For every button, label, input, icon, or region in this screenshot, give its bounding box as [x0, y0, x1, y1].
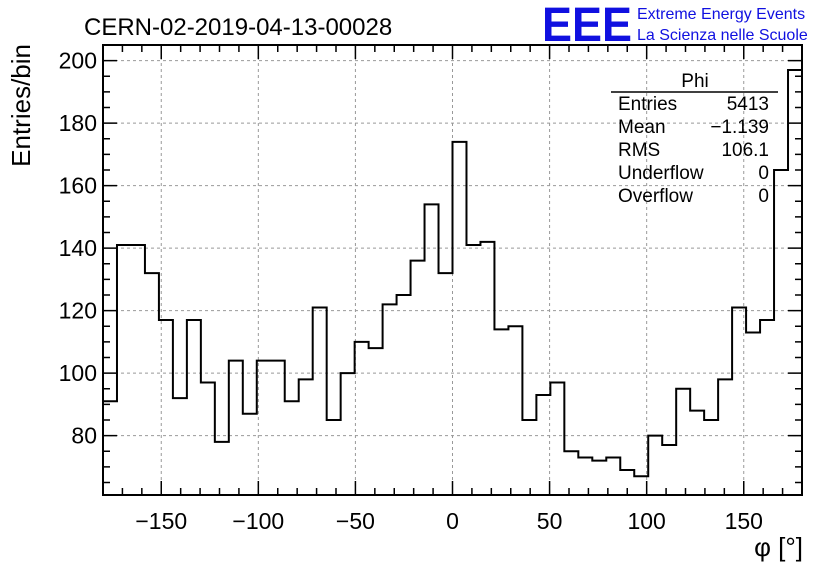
y-tick-label: 160	[59, 173, 97, 199]
x-tick-label: 0	[446, 508, 459, 534]
x-tick-label: 150	[725, 508, 763, 534]
stats-value: 0	[758, 186, 769, 207]
stats-label: Entries	[618, 94, 677, 115]
stats-value: 0	[758, 163, 769, 184]
stats-value: 106.1	[721, 140, 769, 161]
tick-labels: −150 −100 −50 0 50 100 150 80 100 120 140 160 180 200	[59, 48, 763, 534]
x-axis-label: φ [°]	[754, 532, 803, 562]
stats-label: RMS	[618, 140, 660, 161]
grid-lines	[103, 45, 802, 495]
stats-box: Phi Entries 5413 Mean −1.139 RMS 106.1 Underfl…	[611, 71, 778, 207]
x-tick-label: 100	[627, 508, 665, 534]
stats-label: Mean	[618, 117, 666, 138]
chart-title: CERN-02-2019-04-13-00028	[84, 14, 392, 41]
y-tick-label: 140	[59, 235, 97, 261]
y-tick-label: 80	[71, 423, 97, 449]
x-tick-label: −150	[135, 508, 187, 534]
axis-ticks	[103, 44, 802, 495]
y-tick-label: 200	[59, 48, 97, 74]
logo-line2: La Scienza nelle Scuole	[637, 27, 808, 44]
y-tick-label: 100	[59, 360, 97, 386]
logo-line1: Extreme Energy Events	[637, 6, 805, 23]
plot-frame	[102, 44, 803, 496]
stats-label: Underflow	[618, 163, 704, 184]
x-tick-label: 50	[537, 508, 563, 534]
y-axis-label: Entries/bin	[6, 44, 36, 167]
y-tick-label: 180	[59, 110, 97, 136]
histogram-line	[103, 69, 802, 478]
logo-mark: EEE	[542, 0, 632, 52]
stats-value: 5413	[727, 94, 769, 115]
eee-logo: EEE Extreme Energy Events La Scienza nel…	[542, 0, 808, 52]
stats-label: Overflow	[618, 186, 693, 207]
x-tick-label: −50	[336, 508, 375, 534]
stats-title: Phi	[681, 71, 708, 92]
y-tick-label: 120	[59, 298, 97, 324]
x-tick-label: −100	[232, 508, 284, 534]
stats-value: −1.139	[710, 117, 769, 138]
